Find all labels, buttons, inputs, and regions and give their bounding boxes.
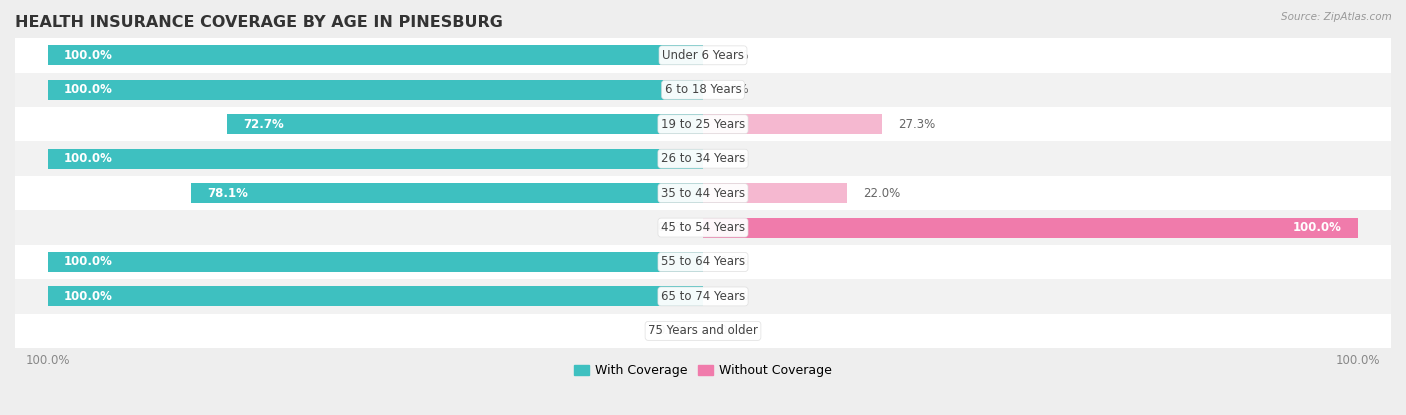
Bar xyxy=(15,176,1391,210)
Text: 0.0%: 0.0% xyxy=(720,325,749,337)
Text: 0.0%: 0.0% xyxy=(720,256,749,269)
Text: 0.0%: 0.0% xyxy=(657,221,686,234)
Bar xyxy=(703,217,1358,237)
Text: 75 Years and older: 75 Years and older xyxy=(648,325,758,337)
Bar xyxy=(15,210,1391,245)
Bar xyxy=(15,73,1391,107)
Text: 65 to 74 Years: 65 to 74 Years xyxy=(661,290,745,303)
Text: 100.0%: 100.0% xyxy=(1294,221,1341,234)
Bar xyxy=(15,245,1391,279)
Text: 19 to 25 Years: 19 to 25 Years xyxy=(661,118,745,131)
Bar xyxy=(703,114,882,134)
Bar xyxy=(48,45,703,65)
Bar xyxy=(15,107,1391,142)
Text: 27.3%: 27.3% xyxy=(898,118,935,131)
Text: 22.0%: 22.0% xyxy=(863,187,901,200)
Text: 26 to 34 Years: 26 to 34 Years xyxy=(661,152,745,165)
Text: 0.0%: 0.0% xyxy=(720,83,749,96)
Bar xyxy=(48,286,703,306)
Text: HEALTH INSURANCE COVERAGE BY AGE IN PINESBURG: HEALTH INSURANCE COVERAGE BY AGE IN PINE… xyxy=(15,15,503,30)
Bar xyxy=(48,80,703,100)
Text: 0.0%: 0.0% xyxy=(720,152,749,165)
Bar xyxy=(15,314,1391,348)
Legend: With Coverage, Without Coverage: With Coverage, Without Coverage xyxy=(569,359,837,382)
Bar xyxy=(15,38,1391,73)
Bar xyxy=(191,183,703,203)
Bar xyxy=(48,149,703,168)
Text: 100.0%: 100.0% xyxy=(65,152,112,165)
Text: 72.7%: 72.7% xyxy=(243,118,284,131)
Bar xyxy=(226,114,703,134)
Text: 0.0%: 0.0% xyxy=(720,49,749,62)
Text: 100.0%: 100.0% xyxy=(65,290,112,303)
Bar xyxy=(48,252,703,272)
Text: 35 to 44 Years: 35 to 44 Years xyxy=(661,187,745,200)
Text: 100.0%: 100.0% xyxy=(65,83,112,96)
Text: 0.0%: 0.0% xyxy=(720,290,749,303)
Bar xyxy=(703,183,848,203)
Bar xyxy=(15,142,1391,176)
Text: 0.0%: 0.0% xyxy=(657,325,686,337)
Text: 100.0%: 100.0% xyxy=(65,49,112,62)
Text: 6 to 18 Years: 6 to 18 Years xyxy=(665,83,741,96)
Text: 78.1%: 78.1% xyxy=(208,187,249,200)
Bar xyxy=(15,279,1391,314)
Text: Under 6 Years: Under 6 Years xyxy=(662,49,744,62)
Text: 100.0%: 100.0% xyxy=(65,256,112,269)
Text: Source: ZipAtlas.com: Source: ZipAtlas.com xyxy=(1281,12,1392,22)
Text: 55 to 64 Years: 55 to 64 Years xyxy=(661,256,745,269)
Text: 45 to 54 Years: 45 to 54 Years xyxy=(661,221,745,234)
